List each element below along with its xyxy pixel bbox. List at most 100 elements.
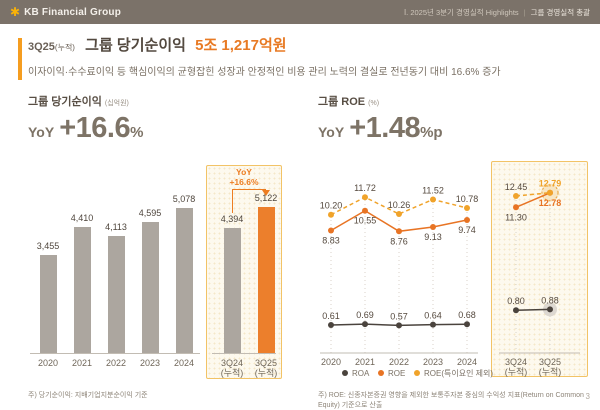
roe-panel: 그룹 ROE (%) YoY +1.48%p 0.61 0.69 0.57 0.64 0.6… <box>318 92 595 381</box>
svg-text:3Q25: 3Q25 <box>539 357 561 367</box>
svg-text:10.78: 10.78 <box>456 194 479 204</box>
svg-text:ROE(특이요인 제외): ROE(특이요인 제외) <box>424 368 493 378</box>
roe-panel-unit: (%) <box>368 100 380 107</box>
title-main: 그룹 당기순이익 <box>85 37 186 54</box>
bar-value-hl-1: 5,122 <box>254 193 278 203</box>
svg-text:ROE: ROE <box>388 369 405 378</box>
bar-hl-1 <box>258 207 275 353</box>
svg-text:12.78: 12.78 <box>539 198 562 208</box>
bar-value-2022: 4,113 <box>105 222 127 232</box>
yoy-value: +16.6 <box>59 112 131 144</box>
roe-panel-title: 그룹 ROE <box>318 96 366 108</box>
svg-text:12.45: 12.45 <box>505 182 528 192</box>
chart-panels: 그룹 당기순이익 (십억원) YoY +16.6% YoY +16.6% 3,455… <box>28 92 600 381</box>
breadcrumb-separator: | <box>523 7 526 17</box>
roe-yoy-stat: YoY +1.48%p <box>318 112 595 145</box>
svg-text:10.20: 10.20 <box>320 201 343 211</box>
logo-text: KB Financial Group <box>24 6 122 18</box>
svg-text:11.30: 11.30 <box>505 212 527 222</box>
svg-text:(누적): (누적) <box>505 366 528 377</box>
svg-text:12.79: 12.79 <box>539 179 562 189</box>
svg-text:ROA: ROA <box>352 369 370 378</box>
page-title: 3Q25(누적) 그룹 당기순이익 5조 1,217억원 <box>28 36 600 58</box>
yoy-label: YoY <box>28 124 55 140</box>
net-income-panel-title: 그룹 당기순이익 <box>28 96 102 108</box>
breadcrumb-section: Ⅰ. 2025년 3분기 경영실적 Highlights <box>403 7 519 17</box>
svg-text:8.76: 8.76 <box>390 236 408 246</box>
x-label-2020: 2020 <box>37 358 59 368</box>
svg-text:8.83: 8.83 <box>322 236 340 246</box>
svg-text:10.26: 10.26 <box>388 200 411 210</box>
bar-value-2023: 4,595 <box>138 208 162 218</box>
yoy-callout-label: YoY <box>236 167 252 177</box>
bar-axis-baseline-highlight <box>212 353 276 354</box>
x-axis-labels: 2020 2021 2022 2023 2024 3Q24(누적)3Q25(누적) <box>321 357 561 377</box>
x-label-2022: 2022 <box>105 358 127 368</box>
svg-text:2020: 2020 <box>321 357 341 367</box>
series-ROE(특이요인 제외): 10.20 11.72 10.26 11.52 10.78 12.45 12.79 <box>320 179 562 218</box>
svg-text:2023: 2023 <box>423 357 443 367</box>
breadcrumb-page: 그룹 경영실적 총괄 <box>530 7 590 17</box>
bar-value-2020: 3,455 <box>36 241 60 251</box>
yoy-value: +1.48 <box>349 112 421 144</box>
roe-line-svg: 0.61 0.69 0.57 0.64 0.68 0.80 0.88 8.83 10.55 8.7… <box>320 179 580 378</box>
svg-text:2022: 2022 <box>389 357 409 367</box>
title-accent-bar <box>18 38 22 80</box>
net-income-panel-head: 그룹 당기순이익 (십억원) <box>28 92 300 110</box>
title-quarter-sub: (누적) <box>54 43 75 52</box>
x-label-hl-1: 3Q25 (누적) <box>254 358 278 378</box>
net-income-yoy-stat: YoY +16.6% <box>28 112 300 145</box>
bar-value-hl-0: 4,394 <box>220 214 244 224</box>
yoy-arrow-line <box>232 189 266 213</box>
bar-2022 <box>108 236 125 353</box>
svg-text:0.68: 0.68 <box>458 310 476 320</box>
x-label-2023: 2023 <box>139 358 161 368</box>
svg-text:0.57: 0.57 <box>390 311 408 321</box>
header-breadcrumb: Ⅰ. 2025년 3분기 경영실적 Highlights | 그룹 경영실적 총… <box>404 7 590 18</box>
svg-text:(누적): (누적) <box>539 366 562 377</box>
title-quarter: 3Q25 <box>28 41 55 53</box>
x-label-2024: 2024 <box>173 358 195 368</box>
svg-text:10.55: 10.55 <box>354 216 377 226</box>
yoy-unit: %p <box>420 124 443 141</box>
bar-2023 <box>142 222 159 353</box>
series-ROA: 0.61 0.69 0.57 0.64 0.68 0.80 0.88 <box>322 295 559 329</box>
roe-panel-head: 그룹 ROE (%) <box>318 92 595 110</box>
svg-text:0.64: 0.64 <box>424 311 442 321</box>
svg-text:0.80: 0.80 <box>507 296 525 306</box>
svg-text:11.72: 11.72 <box>354 183 376 193</box>
series-ROE: 8.83 10.55 8.76 9.13 9.74 11.30 12.78 <box>322 189 562 246</box>
footnote-roe: 주) ROE: 신종자본증권 영향을 제외한 보통주자본 중심의 수익성 지표(… <box>318 392 584 409</box>
bar-2021 <box>74 227 91 353</box>
guide-lines <box>330 192 551 353</box>
footer: 주) 당기순이익: 지배기업지분순이익 기준 주) ROE: 신종자본증권 영향… <box>0 390 600 409</box>
footnote-net-income: 주) 당기순이익: 지배기업지분순이익 기준 <box>28 392 148 399</box>
roe-line-chart: 0.61 0.69 0.57 0.64 0.68 0.80 0.88 8.83 10.55 8.7… <box>318 153 595 381</box>
svg-text:0.69: 0.69 <box>356 310 374 320</box>
bar-value-2024: 5,078 <box>172 194 196 204</box>
svg-text:2021: 2021 <box>355 357 375 367</box>
svg-text:0.88: 0.88 <box>541 295 559 305</box>
bar-2024 <box>176 208 193 353</box>
x-label-hl-0: 3Q24 (누적) <box>220 358 244 378</box>
kb-star-icon: ✱ <box>10 5 21 19</box>
bar-axis-baseline <box>30 353 200 354</box>
svg-text:0.61: 0.61 <box>322 311 340 321</box>
bar-hl-0 <box>224 228 241 353</box>
x-label-2021: 2021 <box>71 358 93 368</box>
yoy-unit: % <box>130 124 144 141</box>
page-number: 3 <box>585 392 590 401</box>
title-block: 3Q25(누적) 그룹 당기순이익 5조 1,217억원 이자이익·수수료이익 … <box>18 36 600 80</box>
yoy-arrow-head-icon <box>262 190 270 196</box>
page-subtitle: 이자이익·수수료이익 등 핵심이익의 균형잡힌 성장과 안정적인 비용 관리 노… <box>28 67 501 78</box>
svg-text:11.52: 11.52 <box>422 186 444 196</box>
svg-text:9.74: 9.74 <box>458 225 476 235</box>
svg-text:9.13: 9.13 <box>424 232 442 242</box>
svg-text:2024: 2024 <box>457 357 477 367</box>
net-income-panel-unit: (십억원) <box>104 100 129 107</box>
title-highlight-amount: 5조 1,217억원 <box>195 37 287 54</box>
net-income-bar-chart: YoY +16.6% 3,455 2020 4,410 2021 4,113 2022 4,… <box>28 153 300 381</box>
bar-value-2021: 4,410 <box>70 213 94 223</box>
svg-text:3Q24: 3Q24 <box>505 357 527 367</box>
